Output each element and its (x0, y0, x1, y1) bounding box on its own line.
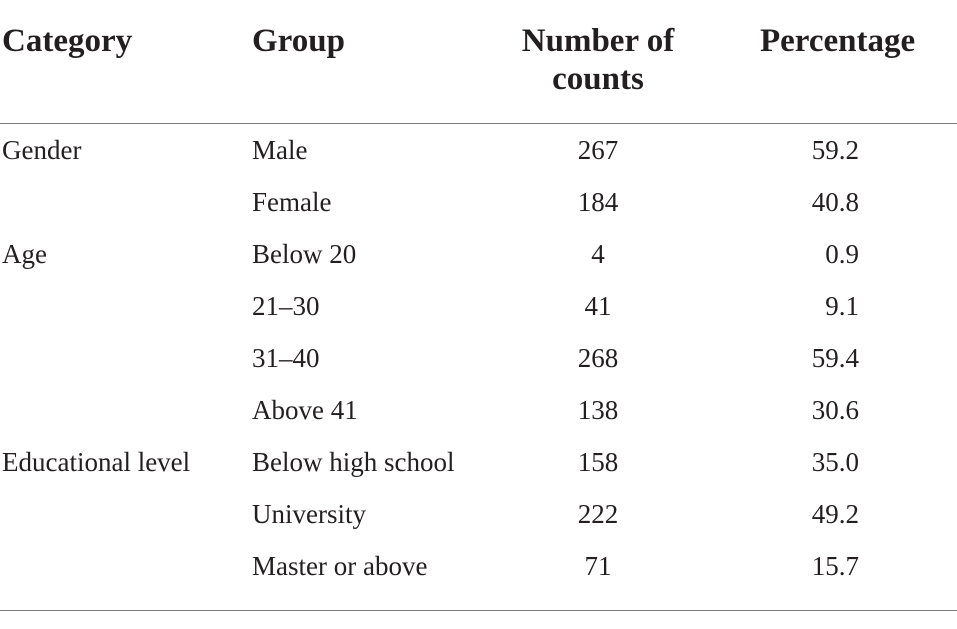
cell-category: Educational level (2, 447, 191, 477)
header-divider (0, 123, 957, 124)
cell-percentage: 15.7 (811, 551, 859, 581)
cell-count: 222 (577, 499, 619, 529)
cell-count: 184 (577, 187, 619, 217)
cell-group: Below 20 (252, 239, 357, 269)
cell-count: 41 (584, 291, 612, 321)
header-category: Category (2, 23, 133, 59)
cell-group: Male (252, 135, 308, 165)
cell-category: Gender (2, 135, 82, 165)
table-row: Female 184 40.8 (0, 176, 957, 228)
header-group: Group (252, 23, 345, 59)
cell-percentage: 40.8 (811, 187, 859, 217)
table-row: Above 41 138 30.6 (0, 384, 957, 436)
cell-group: Below high school (252, 447, 455, 477)
cell-percentage: 9.1 (825, 291, 859, 321)
cell-group: 21–30 (252, 291, 320, 321)
cell-percentage: 59.4 (811, 343, 859, 373)
table-row: Master or above 71 15.7 (0, 540, 957, 592)
cell-group: Above 41 (252, 395, 358, 425)
header-count-line2: counts (552, 61, 644, 97)
table-row: University 222 49.2 (0, 488, 957, 540)
cell-count: 71 (584, 551, 612, 581)
cell-percentage: 35.0 (811, 447, 859, 477)
header-number-of-counts: Number of counts (478, 22, 718, 98)
header-count-line1: Number of (521, 23, 675, 59)
cell-group: Female (252, 187, 332, 217)
cell-count: 158 (577, 447, 619, 477)
table-row: Educational level Below high school 158 … (0, 436, 957, 488)
cell-count: 267 (577, 135, 619, 165)
cell-group: University (252, 499, 366, 529)
table-row: 21–30 41 9.1 (0, 280, 957, 332)
table-bottom-rule (0, 610, 957, 611)
demographics-table: Category Group Number of counts Percenta… (0, 0, 957, 611)
cell-category: Age (2, 239, 47, 269)
table-row: 31–40 268 59.4 (0, 332, 957, 384)
cell-count: 268 (577, 343, 619, 373)
cell-percentage: 59.2 (811, 135, 859, 165)
table-header: Category Group Number of counts Percenta… (0, 0, 957, 124)
cell-percentage: 0.9 (825, 239, 859, 269)
cell-count: 4 (591, 239, 605, 269)
cell-group: 31–40 (252, 343, 320, 373)
cell-group: Master or above (252, 551, 428, 581)
cell-percentage: 49.2 (811, 499, 859, 529)
header-percentage: Percentage (760, 23, 916, 59)
table-row: Gender Male 267 59.2 (0, 124, 957, 176)
cell-count: 138 (577, 395, 619, 425)
cell-percentage: 30.6 (811, 395, 859, 425)
table-row: Age Below 20 4 0.9 (0, 228, 957, 280)
